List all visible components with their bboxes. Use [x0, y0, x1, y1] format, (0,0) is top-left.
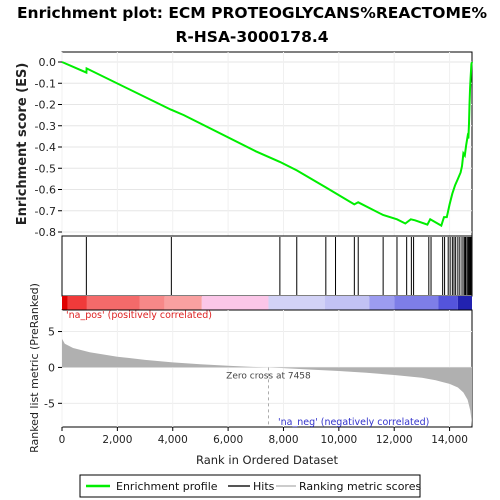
x-tick-label: 4,000: [158, 434, 188, 446]
es-plot-area: [61, 51, 473, 237]
na-neg-label: 'na_neg' (negatively correlated): [278, 417, 429, 428]
x-tick-label: 14,000: [431, 434, 468, 446]
hit-marks: [85, 237, 473, 295]
zero-cross-annotation: Zero cross at 7458: [226, 371, 311, 381]
colorbar-segment: [86, 296, 140, 310]
x-tick-label: 8,000: [268, 434, 298, 446]
enrichment-score-panel: 0.0 -0.1 -0.2 -0.3 -0.4 -0.5 -0.6 -0.7 -0.8 Enri…: [15, 51, 473, 239]
metric-y-tick-label: 5: [48, 326, 55, 339]
ranked-metric-panel: Zero cross at 7458 'na_pos' (positively …: [28, 283, 473, 453]
hits-panel: [61, 235, 473, 297]
es-y-tick-label: -0.4: [35, 141, 56, 154]
metric-y-axis-ticks: 5 0 -5: [44, 326, 62, 410]
na-pos-label: 'na_pos' (positively correlated): [66, 310, 212, 321]
metric-y-tick-label: -5: [44, 397, 55, 410]
colorbar-segment: [438, 296, 458, 310]
x-tick-label: 12,000: [376, 434, 413, 446]
x-tick-label: 6,000: [213, 434, 243, 446]
es-y-axis-ticks: 0.0 -0.1 -0.2 -0.3 -0.4 -0.5 -0.6 -0.7 -0.8: [35, 56, 62, 239]
colorbar-segment: [62, 296, 68, 310]
legend-label-hits: Hits: [253, 480, 275, 493]
hits-plot-area: [61, 235, 473, 297]
legend-label-ranking-metric: Ranking metric scores: [299, 480, 421, 493]
metric-y-tick-label: 0: [48, 361, 55, 374]
es-y-tick-label: 0.0: [39, 56, 57, 69]
x-tick-label: 0: [59, 434, 66, 446]
x-axis: 0 2,000 4,000 6,000 8,000 10,000 12,000 14,000: [59, 427, 468, 446]
colorbar-segment: [139, 296, 165, 310]
colorbar-segment: [324, 296, 370, 310]
legend: Enrichment profile Hits Ranking metric s…: [79, 474, 421, 498]
chart-title-line-1: Enrichment plot: ECM PROTEOGLYCANS%REACT…: [17, 4, 488, 22]
metric-y-axis-label: Ranked list metric (PreRanked): [28, 283, 41, 453]
rank-colorbar: [62, 296, 472, 310]
enrichment-profile-line: [61, 61, 473, 228]
es-y-tick-label: -0.6: [35, 184, 56, 197]
colorbar-segment: [457, 296, 472, 310]
colorbar-segment: [67, 296, 87, 310]
colorbar-segment: [369, 296, 395, 310]
colorbar-segment: [268, 296, 325, 310]
colorbar-segment: [201, 296, 269, 310]
es-y-tick-label: -0.3: [35, 120, 56, 133]
chart-title-line-2: R-HSA-3000178.4: [175, 28, 328, 46]
colorbar-segment: [394, 296, 439, 310]
x-tick-label: 2,000: [102, 434, 132, 446]
es-y-tick-label: -0.8: [35, 226, 56, 239]
metric-gridlines: [61, 310, 472, 427]
x-axis-label: Rank in Ordered Dataset: [196, 453, 339, 467]
es-y-axis-label: Enrichment score (ES): [15, 63, 30, 226]
es-y-tick-label: -0.5: [35, 162, 56, 175]
x-tick-label: 10,000: [320, 434, 357, 446]
es-y-tick-label: -0.1: [35, 77, 56, 90]
es-y-tick-label: -0.2: [35, 99, 56, 112]
colorbar-segment: [164, 296, 202, 310]
legend-label-enrichment-profile: Enrichment profile: [116, 480, 218, 493]
es-y-tick-label: -0.7: [35, 205, 56, 218]
